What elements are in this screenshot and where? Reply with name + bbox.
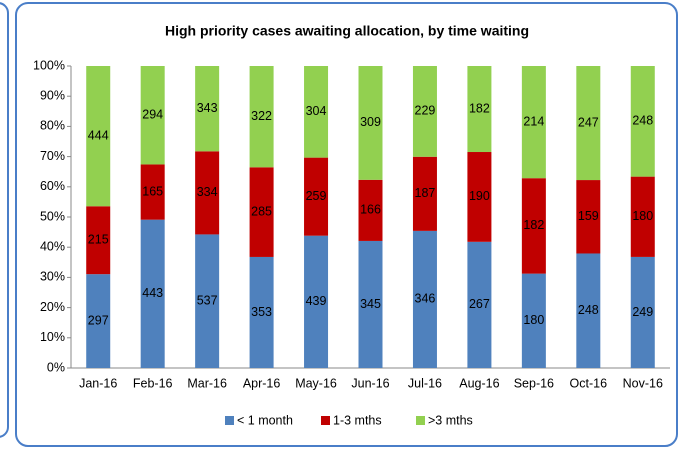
data-label: 309 (360, 115, 381, 129)
data-label: 537 (197, 294, 218, 308)
data-label: 444 (88, 128, 109, 142)
bar-segment (576, 66, 601, 181)
data-label: 190 (469, 189, 490, 203)
y-tick-label: 10% (40, 330, 65, 344)
y-tick-label: 70% (40, 149, 65, 163)
legend-swatch (321, 416, 330, 425)
bar-segment (304, 235, 329, 368)
y-tick-label: 40% (40, 239, 65, 253)
chart-frame (15, 2, 678, 447)
side-panel-frame (0, 2, 9, 438)
bar-segment (358, 179, 383, 241)
data-label: 248 (578, 303, 599, 317)
data-label: 439 (306, 294, 327, 308)
y-tick-label: 90% (40, 88, 65, 102)
data-label: 180 (523, 313, 544, 327)
data-label: 294 (142, 108, 163, 122)
data-label: 297 (88, 313, 109, 327)
bar-segment (249, 167, 274, 257)
data-label: 187 (415, 186, 436, 200)
x-tick-label: Nov-16 (623, 376, 663, 390)
data-label: 443 (142, 286, 163, 300)
x-tick-label: Mar-16 (187, 376, 227, 390)
bar-segment (358, 240, 383, 368)
bar-segment (630, 176, 655, 257)
legend-swatch (225, 416, 234, 425)
bar-segment (304, 66, 329, 158)
data-label: 285 (251, 204, 272, 218)
data-label: 159 (578, 209, 599, 223)
x-tick-label: Jan-16 (79, 376, 117, 390)
data-label: 322 (251, 109, 272, 123)
bar-segment (576, 253, 601, 368)
data-label: 182 (469, 101, 490, 115)
data-label: 165 (142, 184, 163, 198)
bar-segment (630, 256, 655, 368)
bar-segment (195, 66, 220, 152)
bar-segment (140, 219, 165, 368)
legend-label: 1-3 mths (333, 413, 382, 427)
bar-segment (140, 164, 165, 220)
bar-segment (467, 241, 492, 368)
data-label: 259 (306, 189, 327, 203)
bar-segment (140, 66, 165, 165)
bar-segment (467, 66, 492, 153)
data-label: 229 (415, 104, 436, 118)
bar-segment (195, 234, 220, 368)
bar-segment (358, 66, 383, 180)
legend-label: < 1 month (237, 413, 293, 427)
data-label: 334 (197, 185, 218, 199)
y-tick-label: 20% (40, 300, 65, 314)
bar-segment (304, 157, 329, 236)
bar-segment (249, 256, 274, 368)
bar-segment (412, 230, 437, 368)
bar-segment (412, 66, 437, 157)
data-label: 248 (632, 114, 653, 128)
x-tick-label: Jul-16 (408, 376, 442, 390)
data-label: 346 (415, 292, 436, 306)
data-label: 215 (88, 233, 109, 247)
x-tick-label: Apr-16 (243, 376, 281, 390)
bar-segment (86, 66, 111, 207)
bar-segment (195, 151, 220, 235)
bar-segment (521, 273, 546, 368)
data-label: 267 (469, 297, 490, 311)
x-tick-label: May-16 (295, 376, 337, 390)
x-tick-label: Feb-16 (133, 376, 173, 390)
bar-segment (249, 66, 274, 168)
legend-label: >3 mths (428, 413, 473, 427)
chart-title: High priority cases awaiting allocation,… (165, 23, 529, 39)
bar-segment (521, 178, 546, 274)
x-tick-label: Jun-16 (351, 376, 389, 390)
data-label: 247 (578, 115, 599, 129)
bar-segment (86, 206, 111, 275)
data-label: 214 (523, 114, 544, 128)
x-tick-label: Sep-16 (514, 376, 554, 390)
y-tick-label: 100% (33, 58, 65, 72)
data-label: 249 (632, 305, 653, 319)
y-tick-label: 0% (47, 360, 65, 374)
bar-segment (630, 66, 655, 177)
x-tick-label: Oct-16 (570, 376, 608, 390)
bar-segment (412, 156, 437, 231)
bar-segment (576, 180, 601, 254)
data-label: 353 (251, 305, 272, 319)
y-tick-label: 30% (40, 270, 65, 284)
data-label: 345 (360, 297, 381, 311)
data-label: 182 (523, 218, 544, 232)
bar-segment (86, 274, 111, 368)
y-tick-label: 60% (40, 179, 65, 193)
data-label: 304 (306, 104, 327, 118)
data-label: 166 (360, 203, 381, 217)
data-label: 180 (632, 209, 653, 223)
bar-segment (467, 152, 492, 242)
y-tick-label: 50% (40, 209, 65, 223)
legend-swatch (416, 416, 425, 425)
x-tick-label: Aug-16 (459, 376, 499, 390)
data-label: 343 (197, 101, 218, 115)
bar-segment (521, 66, 546, 179)
y-tick-label: 80% (40, 119, 65, 133)
